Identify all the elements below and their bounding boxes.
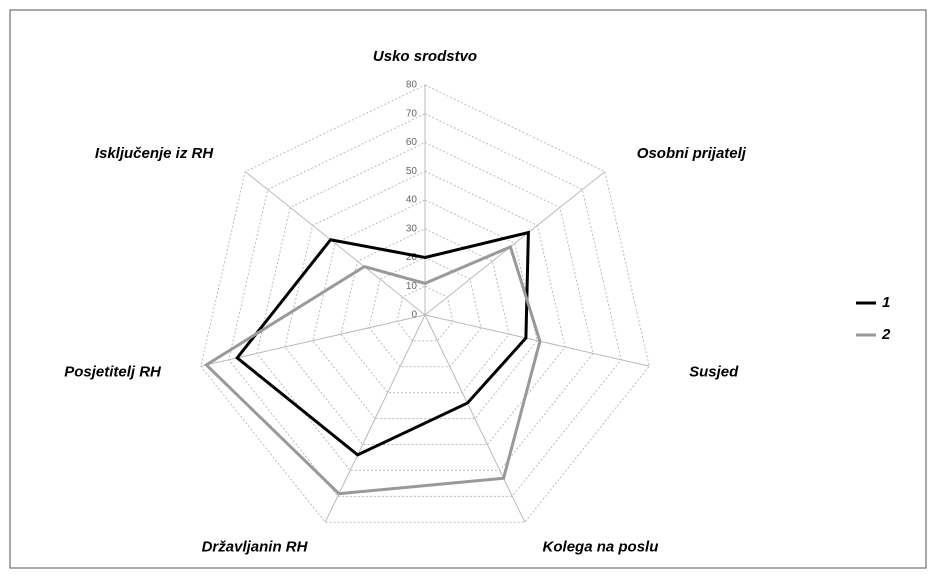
category-label: Susjed [689, 363, 739, 380]
legend-label: 2 [881, 326, 891, 343]
grid-ring [284, 170, 566, 446]
tick-label: 20 [406, 252, 418, 263]
axis-spoke [424, 171, 606, 316]
grid-ring [396, 285, 454, 342]
grid-ring [256, 141, 594, 471]
category-label: Posjetitelj RH [64, 363, 162, 380]
tick-label: 70 [406, 108, 418, 119]
category-label: Kolega na poslu [543, 538, 659, 555]
category-label: Državljanin RH [202, 538, 309, 555]
chart-frame [9, 9, 927, 569]
category-label: Usko srodstvo [373, 48, 477, 65]
legend-label: 1 [882, 294, 890, 311]
series-line [203, 244, 542, 496]
grid-ring [312, 199, 538, 420]
tick-label: 40 [406, 195, 418, 206]
series-line [235, 230, 530, 457]
axis-spoke [324, 314, 426, 523]
grid-ring [200, 84, 650, 523]
tick-label: 50 [406, 166, 418, 177]
axis-spoke [424, 314, 650, 367]
axis-spoke [244, 171, 426, 316]
tick-label: 30 [406, 223, 418, 234]
category-label: Isključenje iz RH [95, 145, 215, 162]
tick-label: 80 [406, 80, 418, 91]
tick-label: 60 [406, 137, 418, 148]
tick-label: 0 [411, 310, 417, 321]
axis-spoke [424, 314, 526, 523]
tick-label: 10 [406, 281, 418, 292]
category-label: Osobni prijatelj [637, 145, 747, 162]
